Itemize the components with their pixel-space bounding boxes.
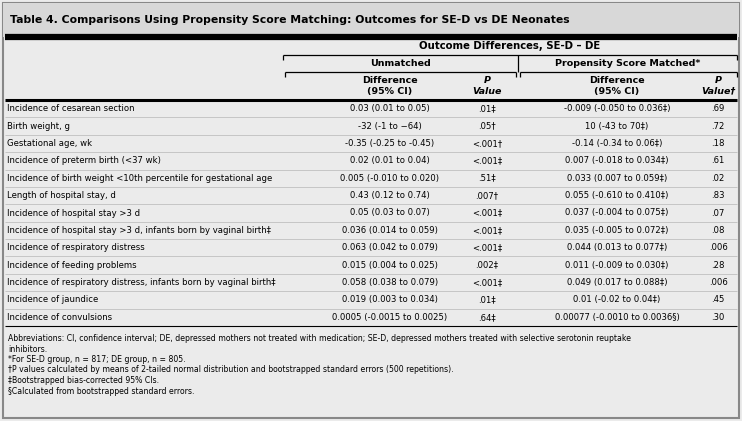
- Text: 0.43 (0.12 to 0.74): 0.43 (0.12 to 0.74): [350, 191, 430, 200]
- Text: <.001†: <.001†: [472, 139, 502, 148]
- Text: 0.01 (-0.02 to 0.04‡): 0.01 (-0.02 to 0.04‡): [574, 296, 660, 304]
- Text: 0.0005 (-0.0015 to 0.0025): 0.0005 (-0.0015 to 0.0025): [332, 313, 447, 322]
- Text: .83: .83: [712, 191, 725, 200]
- Text: .08: .08: [712, 226, 725, 235]
- Text: Incidence of jaundice: Incidence of jaundice: [7, 296, 98, 304]
- Text: -32 (-1 to −64): -32 (-1 to −64): [358, 122, 422, 131]
- Text: Incidence of cesarean section: Incidence of cesarean section: [7, 104, 134, 113]
- Text: -0.35 (-0.25 to -0.45): -0.35 (-0.25 to -0.45): [346, 139, 435, 148]
- Text: 0.05 (0.03 to 0.07): 0.05 (0.03 to 0.07): [350, 208, 430, 218]
- Text: 0.007 (-0.018 to 0.034‡): 0.007 (-0.018 to 0.034‡): [565, 156, 669, 165]
- Text: Incidence of preterm birth (<37 wk): Incidence of preterm birth (<37 wk): [7, 156, 161, 165]
- Text: Abbreviations: CI, confidence interval; DE, depressed mothers not treated with m: Abbreviations: CI, confidence interval; …: [8, 334, 631, 343]
- Text: §Calculated from bootstrapped standard errors.: §Calculated from bootstrapped standard e…: [8, 386, 194, 395]
- Text: Gestational age, wk: Gestational age, wk: [7, 139, 92, 148]
- Text: .61: .61: [712, 156, 725, 165]
- Text: .006: .006: [709, 243, 727, 252]
- Text: .006: .006: [709, 278, 727, 287]
- Text: .69: .69: [712, 104, 725, 113]
- Text: Incidence of hospital stay >3 d: Incidence of hospital stay >3 d: [7, 208, 140, 218]
- Text: 0.02 (0.01 to 0.04): 0.02 (0.01 to 0.04): [350, 156, 430, 165]
- Text: 0.03 (0.01 to 0.05): 0.03 (0.01 to 0.05): [350, 104, 430, 113]
- Text: ‡Bootstrapped bias-corrected 95% CIs.: ‡Bootstrapped bias-corrected 95% CIs.: [8, 376, 159, 385]
- Text: Outcome Differences, SE-D – DE: Outcome Differences, SE-D – DE: [419, 41, 600, 51]
- Text: Incidence of feeding problems: Incidence of feeding problems: [7, 261, 137, 270]
- Text: P
Value: P Value: [472, 76, 502, 96]
- Text: .05†: .05†: [478, 122, 496, 131]
- Text: †P values calculated by means of 2-tailed normal distribution and bootstrapped s: †P values calculated by means of 2-taile…: [8, 365, 453, 375]
- Text: <.001‡: <.001‡: [472, 278, 502, 287]
- Text: <.001‡: <.001‡: [472, 208, 502, 218]
- Text: 0.036 (0.014 to 0.059): 0.036 (0.014 to 0.059): [342, 226, 438, 235]
- Text: .002‡: .002‡: [476, 261, 499, 270]
- Text: -0.14 (-0.34 to 0.06‡): -0.14 (-0.34 to 0.06‡): [572, 139, 662, 148]
- Text: Table 4. Comparisons Using Propensity Score Matching: Outcomes for SE-D vs DE Ne: Table 4. Comparisons Using Propensity Sc…: [10, 15, 570, 25]
- Text: 0.011 (-0.009 to 0.030‡): 0.011 (-0.009 to 0.030‡): [565, 261, 669, 270]
- Text: .01‡: .01‡: [478, 104, 496, 113]
- Text: 0.049 (0.017 to 0.088‡): 0.049 (0.017 to 0.088‡): [567, 278, 667, 287]
- Text: 0.037 (-0.004 to 0.075‡): 0.037 (-0.004 to 0.075‡): [565, 208, 669, 218]
- Text: 0.019 (0.003 to 0.034): 0.019 (0.003 to 0.034): [342, 296, 438, 304]
- Text: .28: .28: [712, 261, 725, 270]
- Text: Incidence of birth weight <10th percentile for gestational age: Incidence of birth weight <10th percenti…: [7, 174, 272, 183]
- Text: P
Value†: P Value†: [701, 76, 735, 96]
- Text: -0.009 (-0.050 to 0.036‡): -0.009 (-0.050 to 0.036‡): [564, 104, 670, 113]
- Text: Incidence of convulsions: Incidence of convulsions: [7, 313, 112, 322]
- Text: 0.015 (0.004 to 0.025): 0.015 (0.004 to 0.025): [342, 261, 438, 270]
- Text: Difference
(95% CI): Difference (95% CI): [589, 76, 645, 96]
- Text: .72: .72: [712, 122, 725, 131]
- Text: Propensity Score Matched*: Propensity Score Matched*: [555, 59, 700, 68]
- Text: Unmatched: Unmatched: [370, 59, 431, 68]
- Text: *For SE-D group, n = 817; DE group, n = 805.: *For SE-D group, n = 817; DE group, n = …: [8, 355, 186, 364]
- Text: 0.055 (-0.610 to 0.410‡): 0.055 (-0.610 to 0.410‡): [565, 191, 669, 200]
- Text: 10 (-43 to 70‡): 10 (-43 to 70‡): [585, 122, 649, 131]
- Text: 0.058 (0.038 to 0.079): 0.058 (0.038 to 0.079): [342, 278, 438, 287]
- Text: <.001‡: <.001‡: [472, 226, 502, 235]
- Text: 0.00077 (-0.0010 to 0.0036§): 0.00077 (-0.0010 to 0.0036§): [554, 313, 680, 322]
- Text: .45: .45: [712, 296, 725, 304]
- Text: .64‡: .64‡: [478, 313, 496, 322]
- Text: .30: .30: [712, 313, 725, 322]
- Text: 0.044 (0.013 to 0.077‡): 0.044 (0.013 to 0.077‡): [567, 243, 667, 252]
- Text: .51‡: .51‡: [478, 174, 496, 183]
- Text: Difference
(95% CI): Difference (95% CI): [362, 76, 418, 96]
- Text: Incidence of hospital stay >3 d, infants born by vaginal birth‡: Incidence of hospital stay >3 d, infants…: [7, 226, 271, 235]
- Text: Length of hospital stay, d: Length of hospital stay, d: [7, 191, 116, 200]
- Text: inhibitors.: inhibitors.: [8, 344, 47, 354]
- Text: 0.063 (0.042 to 0.079): 0.063 (0.042 to 0.079): [342, 243, 438, 252]
- Text: Birth weight, g: Birth weight, g: [7, 122, 70, 131]
- Text: Incidence of respiratory distress, infants born by vaginal birth‡: Incidence of respiratory distress, infan…: [7, 278, 275, 287]
- Text: 0.005 (-0.010 to 0.020): 0.005 (-0.010 to 0.020): [341, 174, 439, 183]
- Text: 0.033 (0.007 to 0.059‡): 0.033 (0.007 to 0.059‡): [567, 174, 667, 183]
- Text: <.001‡: <.001‡: [472, 156, 502, 165]
- Text: 0.035 (-0.005 to 0.072‡): 0.035 (-0.005 to 0.072‡): [565, 226, 669, 235]
- Text: Incidence of respiratory distress: Incidence of respiratory distress: [7, 243, 145, 252]
- Text: .07: .07: [712, 208, 725, 218]
- Bar: [3, 3, 739, 37]
- Text: <.001‡: <.001‡: [472, 243, 502, 252]
- Text: .18: .18: [712, 139, 725, 148]
- Text: .007†: .007†: [476, 191, 499, 200]
- Text: .01‡: .01‡: [478, 296, 496, 304]
- Text: .02: .02: [712, 174, 725, 183]
